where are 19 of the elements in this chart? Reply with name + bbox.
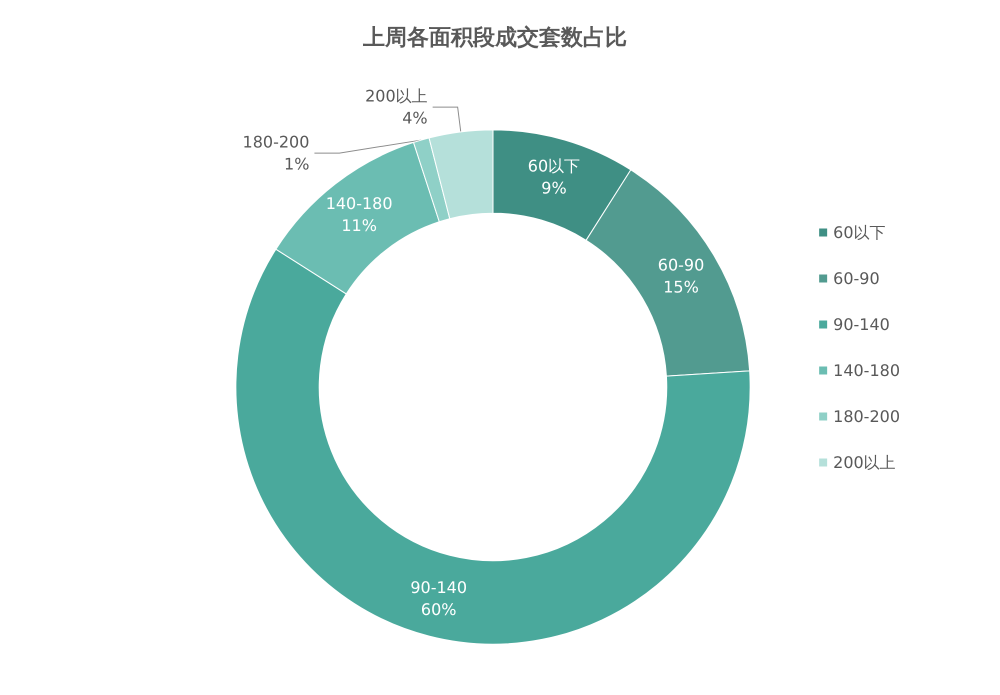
data-label: 15% [663, 277, 699, 296]
slice-label: 200以上 [365, 86, 428, 106]
data-label: 60% [420, 600, 456, 620]
slice-label: 60-90 [658, 255, 704, 274]
slice-label: 90-140 [410, 578, 468, 598]
legend-label: 60-90 [833, 269, 880, 288]
legend-label: 90-140 [833, 315, 890, 334]
data-label: 11% [341, 216, 377, 235]
legend-label: 200以上 [833, 453, 896, 472]
chart-title: 上周各面积段成交套数占比 [362, 24, 627, 50]
data-label: 1% [284, 154, 310, 174]
legend-label: 180-200 [833, 407, 900, 426]
data-label: 4% [402, 108, 428, 128]
legend-label: 60以下 [833, 223, 886, 242]
slice-label: 140-180 [326, 194, 393, 213]
legend-label: 140-180 [833, 361, 900, 380]
slice-label: 60以下 [528, 156, 580, 176]
slice-label: 180-200 [242, 132, 310, 152]
data-label: 9% [541, 178, 567, 198]
